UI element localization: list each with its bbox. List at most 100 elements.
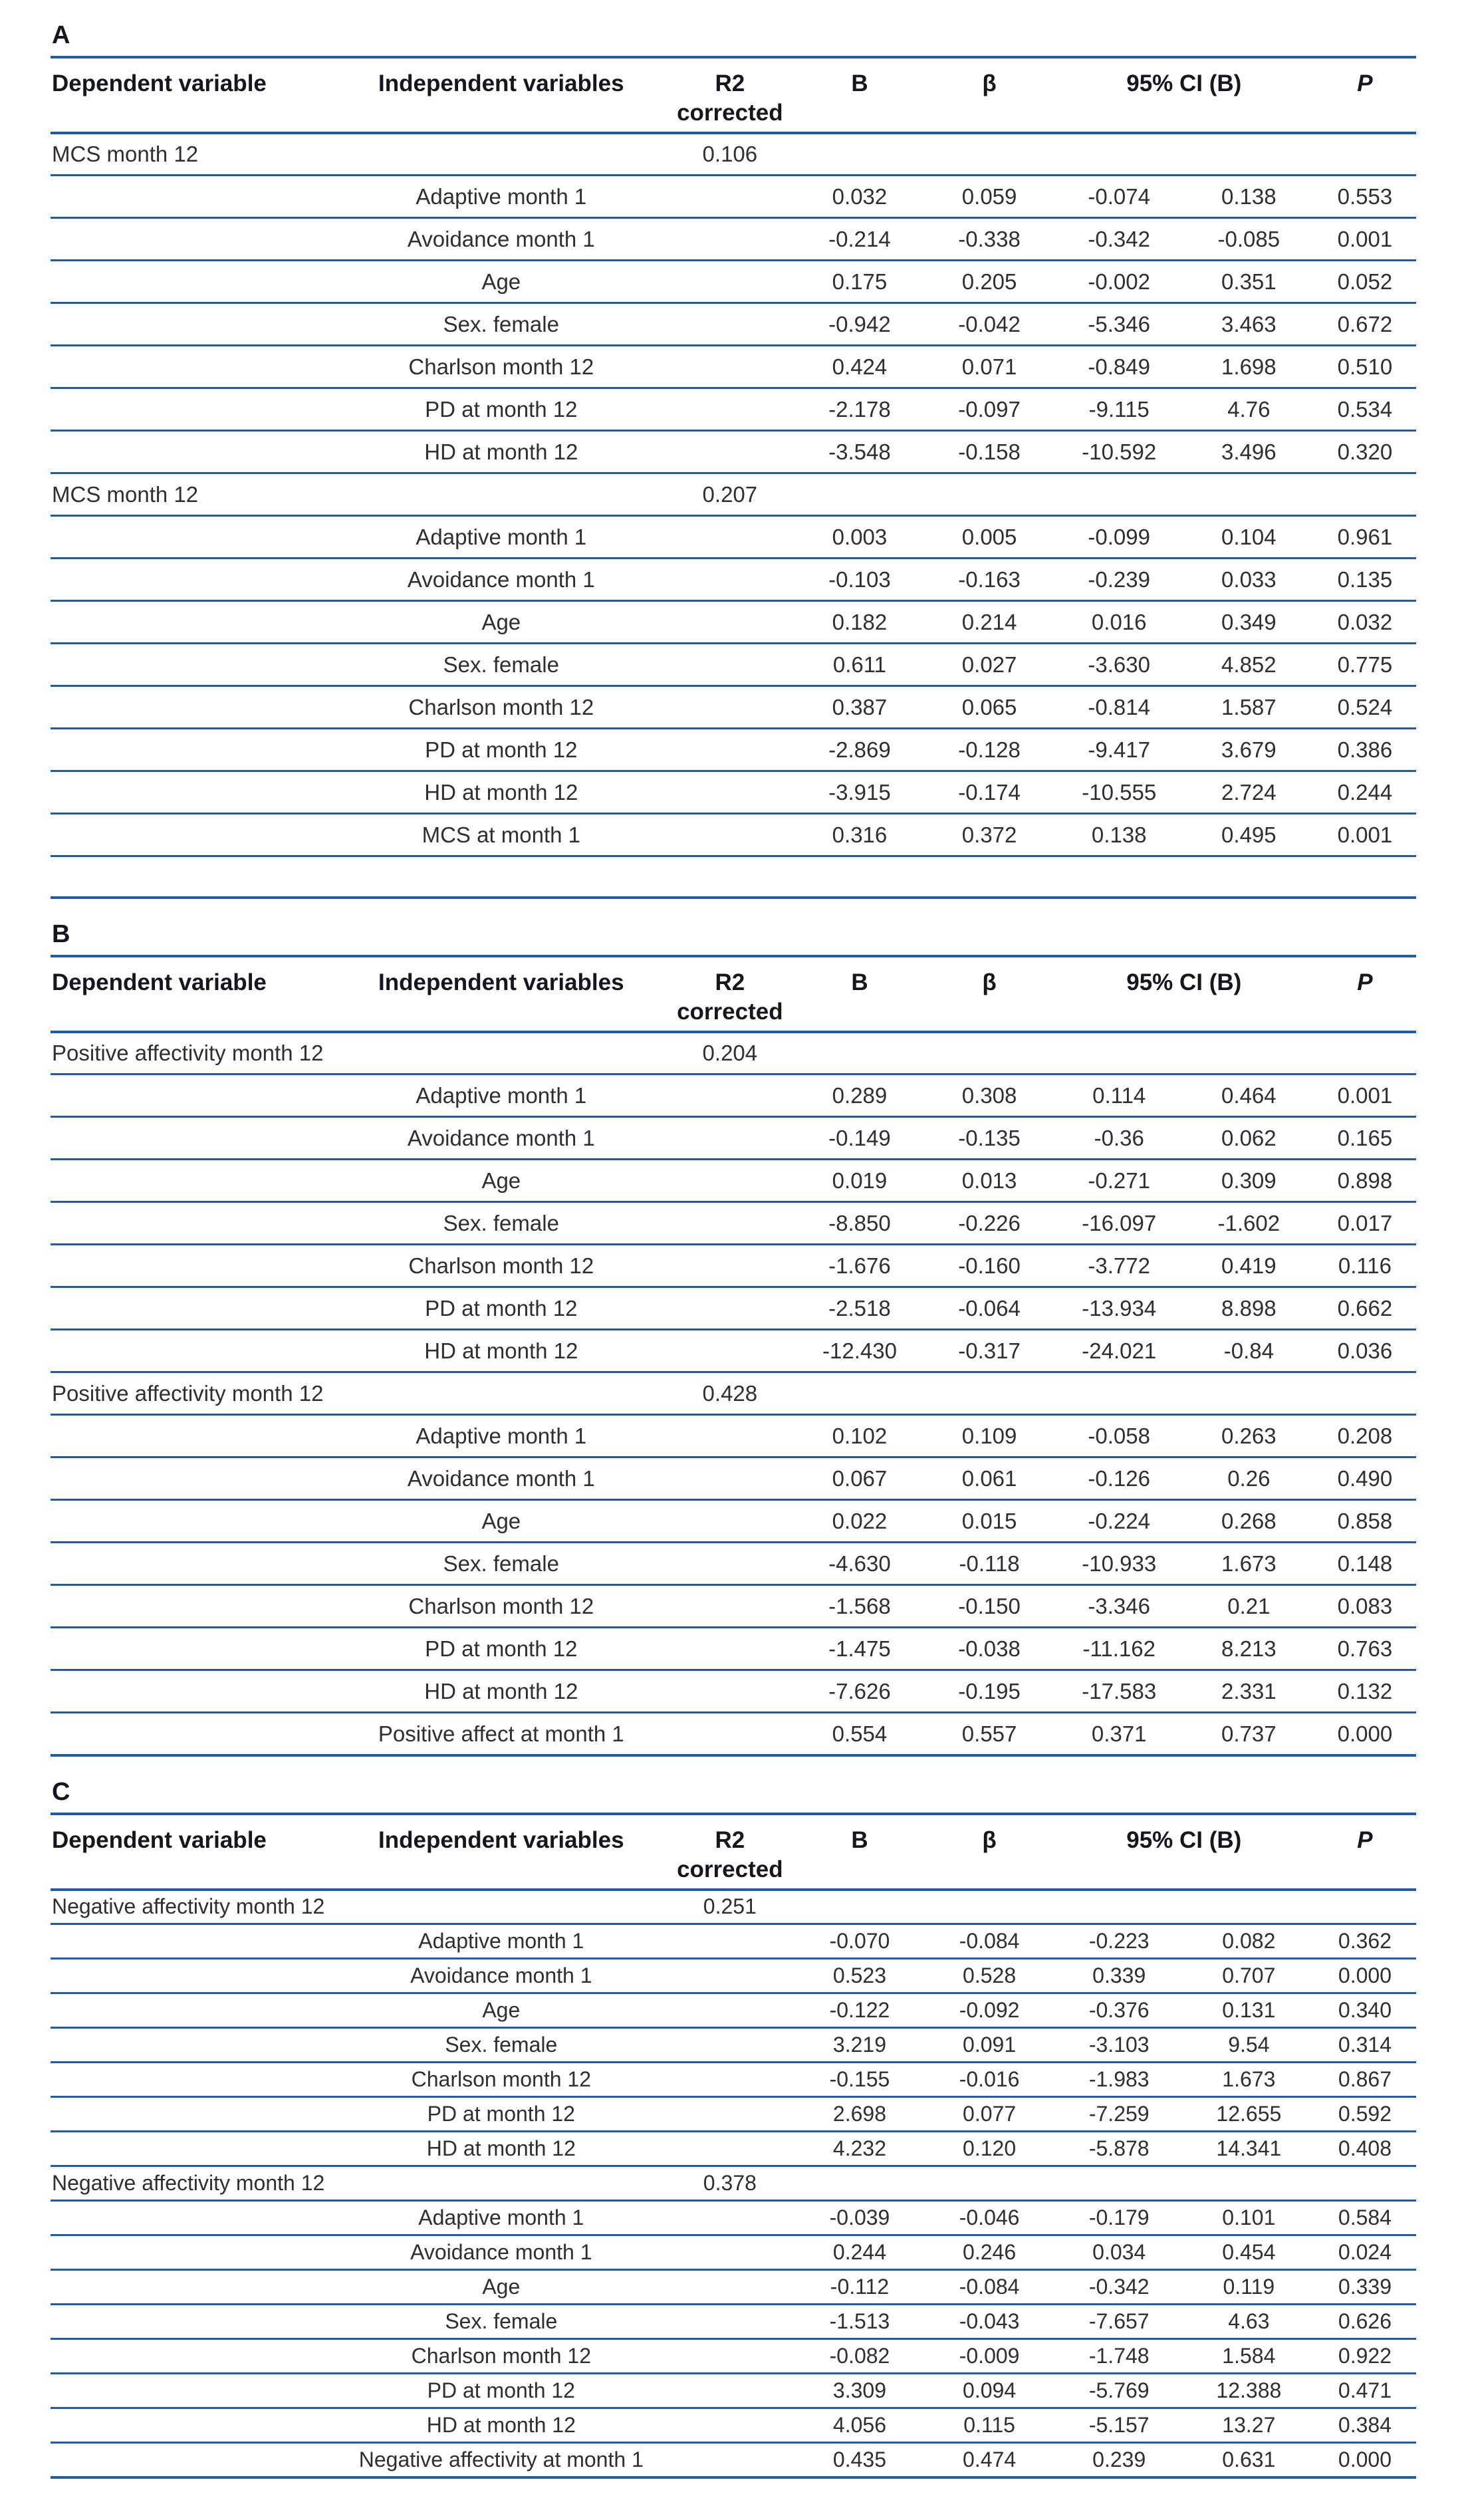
beta-value-cell: 0.005 xyxy=(924,515,1054,560)
variable-row: PD at month 12 -2.518 -0.064 -13.934 8.898 0.… xyxy=(51,1287,1416,1331)
empty-cell xyxy=(51,388,338,432)
empty-cell xyxy=(665,2027,795,2064)
empty-cell xyxy=(665,1499,795,1544)
independent-variable-cell: Charlson month 12 xyxy=(337,686,666,730)
empty-cell xyxy=(1313,1031,1416,1076)
empty-cell xyxy=(665,388,795,432)
b-value-cell: 0.387 xyxy=(794,686,925,730)
ci-low-value-cell: -7.657 xyxy=(1054,2304,1184,2340)
header-spacer xyxy=(924,998,1054,1033)
p-value-cell: 0.314 xyxy=(1313,2027,1416,2064)
empty-cell xyxy=(51,2373,338,2410)
ci-low-value-cell: -24.021 xyxy=(1054,1329,1184,1374)
beta-value-cell: -0.174 xyxy=(924,771,1054,815)
independent-variable-cell: Sex. female xyxy=(337,2027,666,2064)
empty-cell xyxy=(1313,2166,1416,2202)
empty-cell xyxy=(51,2338,338,2375)
empty-cell xyxy=(51,856,1416,899)
empty-cell xyxy=(924,2166,1054,2202)
independent-variable-cell: Sex. female xyxy=(337,303,666,347)
empty-cell xyxy=(51,1993,338,2029)
empty-cell xyxy=(51,771,338,815)
variable-row: Age 0.019 0.013 -0.271 0.309 0.898 xyxy=(51,1159,1416,1203)
empty-cell xyxy=(51,813,338,858)
beta-value-cell: 0.246 xyxy=(924,2235,1054,2271)
beta-value-cell: 0.474 xyxy=(924,2442,1054,2479)
dependent-variable-cell: Negative affectivity month 12 xyxy=(51,2166,338,2202)
p-value-cell: 0.000 xyxy=(1313,2442,1416,2479)
ci-high-value-cell: 3.679 xyxy=(1183,728,1314,773)
b-value-cell: -3.548 xyxy=(794,430,925,475)
dependent-variable-cell: Negative affectivity month 12 xyxy=(51,1889,338,1926)
p-value-cell: 0.320 xyxy=(1313,430,1416,475)
p-value-cell: 0.408 xyxy=(1313,2131,1416,2168)
ci-high-value-cell: 1.673 xyxy=(1183,1542,1314,1586)
empty-cell xyxy=(51,1499,338,1544)
empty-cell xyxy=(51,2062,338,2098)
empty-cell xyxy=(51,303,338,347)
header-spacer xyxy=(924,99,1054,134)
b-value-cell: -2.518 xyxy=(794,1287,925,1331)
empty-cell xyxy=(51,1329,338,1374)
ci-high-value-cell: 0.309 xyxy=(1183,1159,1314,1203)
ci-high-value-cell: 2.724 xyxy=(1183,771,1314,815)
b-value-cell: 0.611 xyxy=(794,643,925,688)
ci-high-value-cell: 0.349 xyxy=(1183,600,1314,645)
ci-low-value-cell: -0.126 xyxy=(1054,1457,1184,1501)
independent-variable-cell: PD at month 12 xyxy=(337,388,666,432)
p-value-cell: 0.626 xyxy=(1313,2304,1416,2340)
independent-variable-cell: Adaptive month 1 xyxy=(337,2200,666,2237)
variable-row: Age 0.182 0.214 0.016 0.349 0.032 xyxy=(51,600,1416,645)
independent-variable-cell: HD at month 12 xyxy=(337,430,666,475)
dependent-variable-cell: Positive affectivity month 12 xyxy=(51,1372,338,1416)
header-row-2: corrected xyxy=(51,1856,1416,1891)
b-value-cell: 0.523 xyxy=(794,1958,925,1995)
empty-cell xyxy=(665,1244,795,1289)
b-value-cell: 4.232 xyxy=(794,2131,925,2168)
ci-high-value-cell: 12.388 xyxy=(1183,2373,1314,2410)
ci-high-value-cell: 0.104 xyxy=(1183,515,1314,560)
independent-variable-cell: Charlson month 12 xyxy=(337,1584,666,1629)
beta-value-cell: -0.009 xyxy=(924,2338,1054,2375)
variable-row: Sex. female -0.942 -0.042 -5.346 3.463 0.672 xyxy=(51,303,1416,347)
empty-cell xyxy=(665,1287,795,1331)
independent-variable-cell: Charlson month 12 xyxy=(337,1244,666,1289)
col-header-p: P xyxy=(1357,1827,1373,1853)
variable-row: Sex. female -4.630 -0.118 -10.933 1.673 0.148 xyxy=(51,1542,1416,1586)
independent-variable-cell: Avoidance month 1 xyxy=(337,217,666,262)
variable-row: Avoidance month 1 -0.103 -0.163 -0.239 0.033… xyxy=(51,558,1416,602)
empty-cell xyxy=(1313,1889,1416,1926)
independent-variable-cell: Sex. female xyxy=(337,1542,666,1586)
col-header-r2-corrected: corrected xyxy=(665,99,795,134)
beta-value-cell: -0.158 xyxy=(924,430,1054,475)
col-header-r2: R2 xyxy=(715,1827,745,1853)
empty-cell xyxy=(665,2373,795,2410)
ci-high-value-cell: 0.138 xyxy=(1183,175,1314,219)
ci-low-value-cell: -5.769 xyxy=(1054,2373,1184,2410)
b-value-cell: 0.022 xyxy=(794,1499,925,1544)
table-header: Dependent variable Independent variables… xyxy=(51,957,1416,1033)
independent-variable-cell: MCS at month 1 xyxy=(337,813,666,858)
empty-cell xyxy=(665,1958,795,1995)
group-row: Negative affectivity month 12 0.378 xyxy=(51,2166,1416,2202)
r2-corrected-cell: 0.106 xyxy=(665,132,795,177)
ci-high-value-cell: -0.84 xyxy=(1183,1329,1314,1374)
empty-cell xyxy=(51,2442,338,2479)
empty-cell xyxy=(51,345,338,390)
p-value-cell: 0.001 xyxy=(1313,1074,1416,1118)
p-value-cell: 0.132 xyxy=(1313,1670,1416,1714)
independent-variable-cell: Age xyxy=(337,260,666,305)
variable-row: Avoidance month 1 0.523 0.528 0.339 0.707 0.0… xyxy=(51,1958,1416,1995)
b-value-cell: -1.475 xyxy=(794,1627,925,1672)
header-spacer xyxy=(1313,99,1416,134)
variable-row: Sex. female -8.850 -0.226 -16.097 -1.602 0.01… xyxy=(51,1201,1416,1246)
p-value-cell: 0.362 xyxy=(1313,1924,1416,1960)
variable-row: Age 0.175 0.205 -0.002 0.351 0.052 xyxy=(51,260,1416,305)
empty-cell xyxy=(665,1924,795,1960)
p-value-cell: 0.001 xyxy=(1313,813,1416,858)
variable-row: Sex. female 3.219 0.091 -3.103 9.54 0.314 xyxy=(51,2027,1416,2064)
header-spacer xyxy=(794,1856,925,1891)
col-header-independent-variables: Independent variables xyxy=(378,1827,624,1853)
header-spacer xyxy=(1054,998,1184,1033)
